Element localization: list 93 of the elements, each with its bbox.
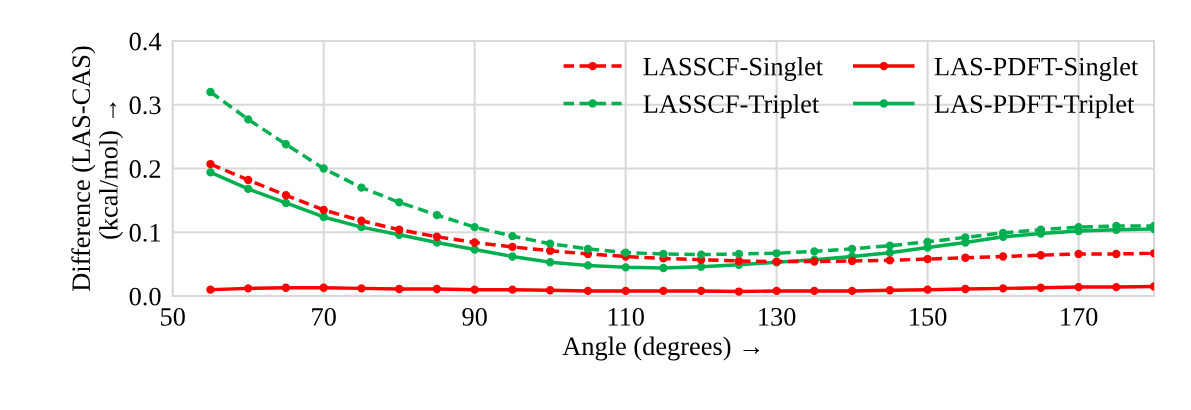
point	[281, 140, 291, 149]
point	[961, 284, 970, 294]
point	[206, 87, 215, 97]
point	[810, 286, 819, 296]
point	[659, 286, 668, 296]
point	[621, 263, 630, 272]
point	[508, 231, 517, 241]
point	[206, 285, 215, 294]
point	[319, 283, 328, 292]
point	[583, 286, 593, 296]
point	[395, 198, 404, 207]
point	[998, 252, 1008, 261]
point	[696, 262, 706, 271]
point	[621, 286, 630, 296]
point	[244, 184, 253, 194]
point	[847, 286, 857, 296]
point	[319, 164, 328, 173]
point	[1036, 283, 1046, 292]
legend-label: LASSCF-Singlet	[643, 56, 823, 81]
point	[432, 284, 442, 294]
point	[206, 168, 215, 177]
y-axis-title: Difference (LAS-CAS) (kcal/mol) →	[71, 46, 124, 291]
point	[847, 256, 857, 266]
point	[244, 284, 253, 293]
point	[1074, 249, 1083, 259]
x-tick-label: 70	[312, 307, 336, 326]
point	[885, 241, 895, 250]
point	[319, 205, 328, 215]
point	[772, 249, 781, 258]
y-tick-label: 0.1	[129, 223, 160, 242]
point	[734, 287, 744, 296]
point	[1112, 282, 1121, 292]
point	[885, 256, 895, 265]
x-tick-label: 90	[462, 307, 487, 326]
point	[1112, 249, 1121, 259]
point	[583, 261, 593, 270]
point	[281, 198, 291, 208]
point	[961, 253, 970, 262]
point	[545, 246, 555, 255]
legend-label: LAS-PDFT-Triplet	[934, 94, 1135, 119]
point	[998, 284, 1008, 293]
x-tick-label: 130	[759, 307, 796, 326]
point	[508, 242, 517, 252]
point	[508, 252, 517, 261]
point	[734, 256, 744, 266]
point	[470, 245, 479, 254]
y-tick-label: 0.4	[129, 32, 162, 51]
point	[923, 285, 932, 294]
point	[357, 183, 366, 192]
point	[696, 250, 706, 259]
point	[810, 247, 819, 256]
legend-label: LASSCF-Triplet	[643, 94, 820, 119]
point	[206, 159, 215, 169]
legend-label: LAS-PDFT-Singlet	[934, 56, 1139, 81]
point	[357, 284, 366, 293]
x-axis-title: Angle (degrees) →	[562, 336, 760, 361]
point	[583, 244, 593, 254]
point	[545, 286, 555, 295]
point	[545, 258, 555, 267]
x-tick-label: 150	[910, 307, 947, 326]
x-tick-label: 110	[608, 307, 644, 326]
point	[470, 222, 479, 232]
point	[470, 285, 479, 294]
point	[244, 115, 253, 124]
y-tick-label: 0.3	[129, 96, 161, 115]
point	[470, 238, 479, 247]
point	[395, 284, 404, 294]
point	[432, 210, 442, 220]
point	[244, 175, 253, 185]
point	[772, 286, 781, 296]
point	[923, 254, 932, 264]
point	[1036, 251, 1046, 260]
y-tick-label: 0.0	[129, 287, 161, 306]
point	[545, 239, 555, 248]
x-tick-label: 50	[161, 307, 185, 326]
point	[659, 263, 668, 273]
point	[319, 212, 328, 222]
x-tick-label: 170	[1061, 307, 1098, 326]
point	[281, 283, 291, 292]
point	[1074, 282, 1083, 292]
point	[508, 285, 517, 294]
point	[357, 216, 366, 225]
point	[734, 249, 744, 259]
point	[659, 249, 668, 259]
point	[432, 232, 442, 241]
point	[847, 244, 857, 254]
point	[621, 248, 630, 257]
point	[696, 286, 706, 296]
point	[923, 237, 932, 246]
y-tick-label: 0.2	[129, 160, 161, 179]
point	[885, 286, 895, 295]
point	[395, 225, 404, 234]
point	[281, 191, 291, 200]
